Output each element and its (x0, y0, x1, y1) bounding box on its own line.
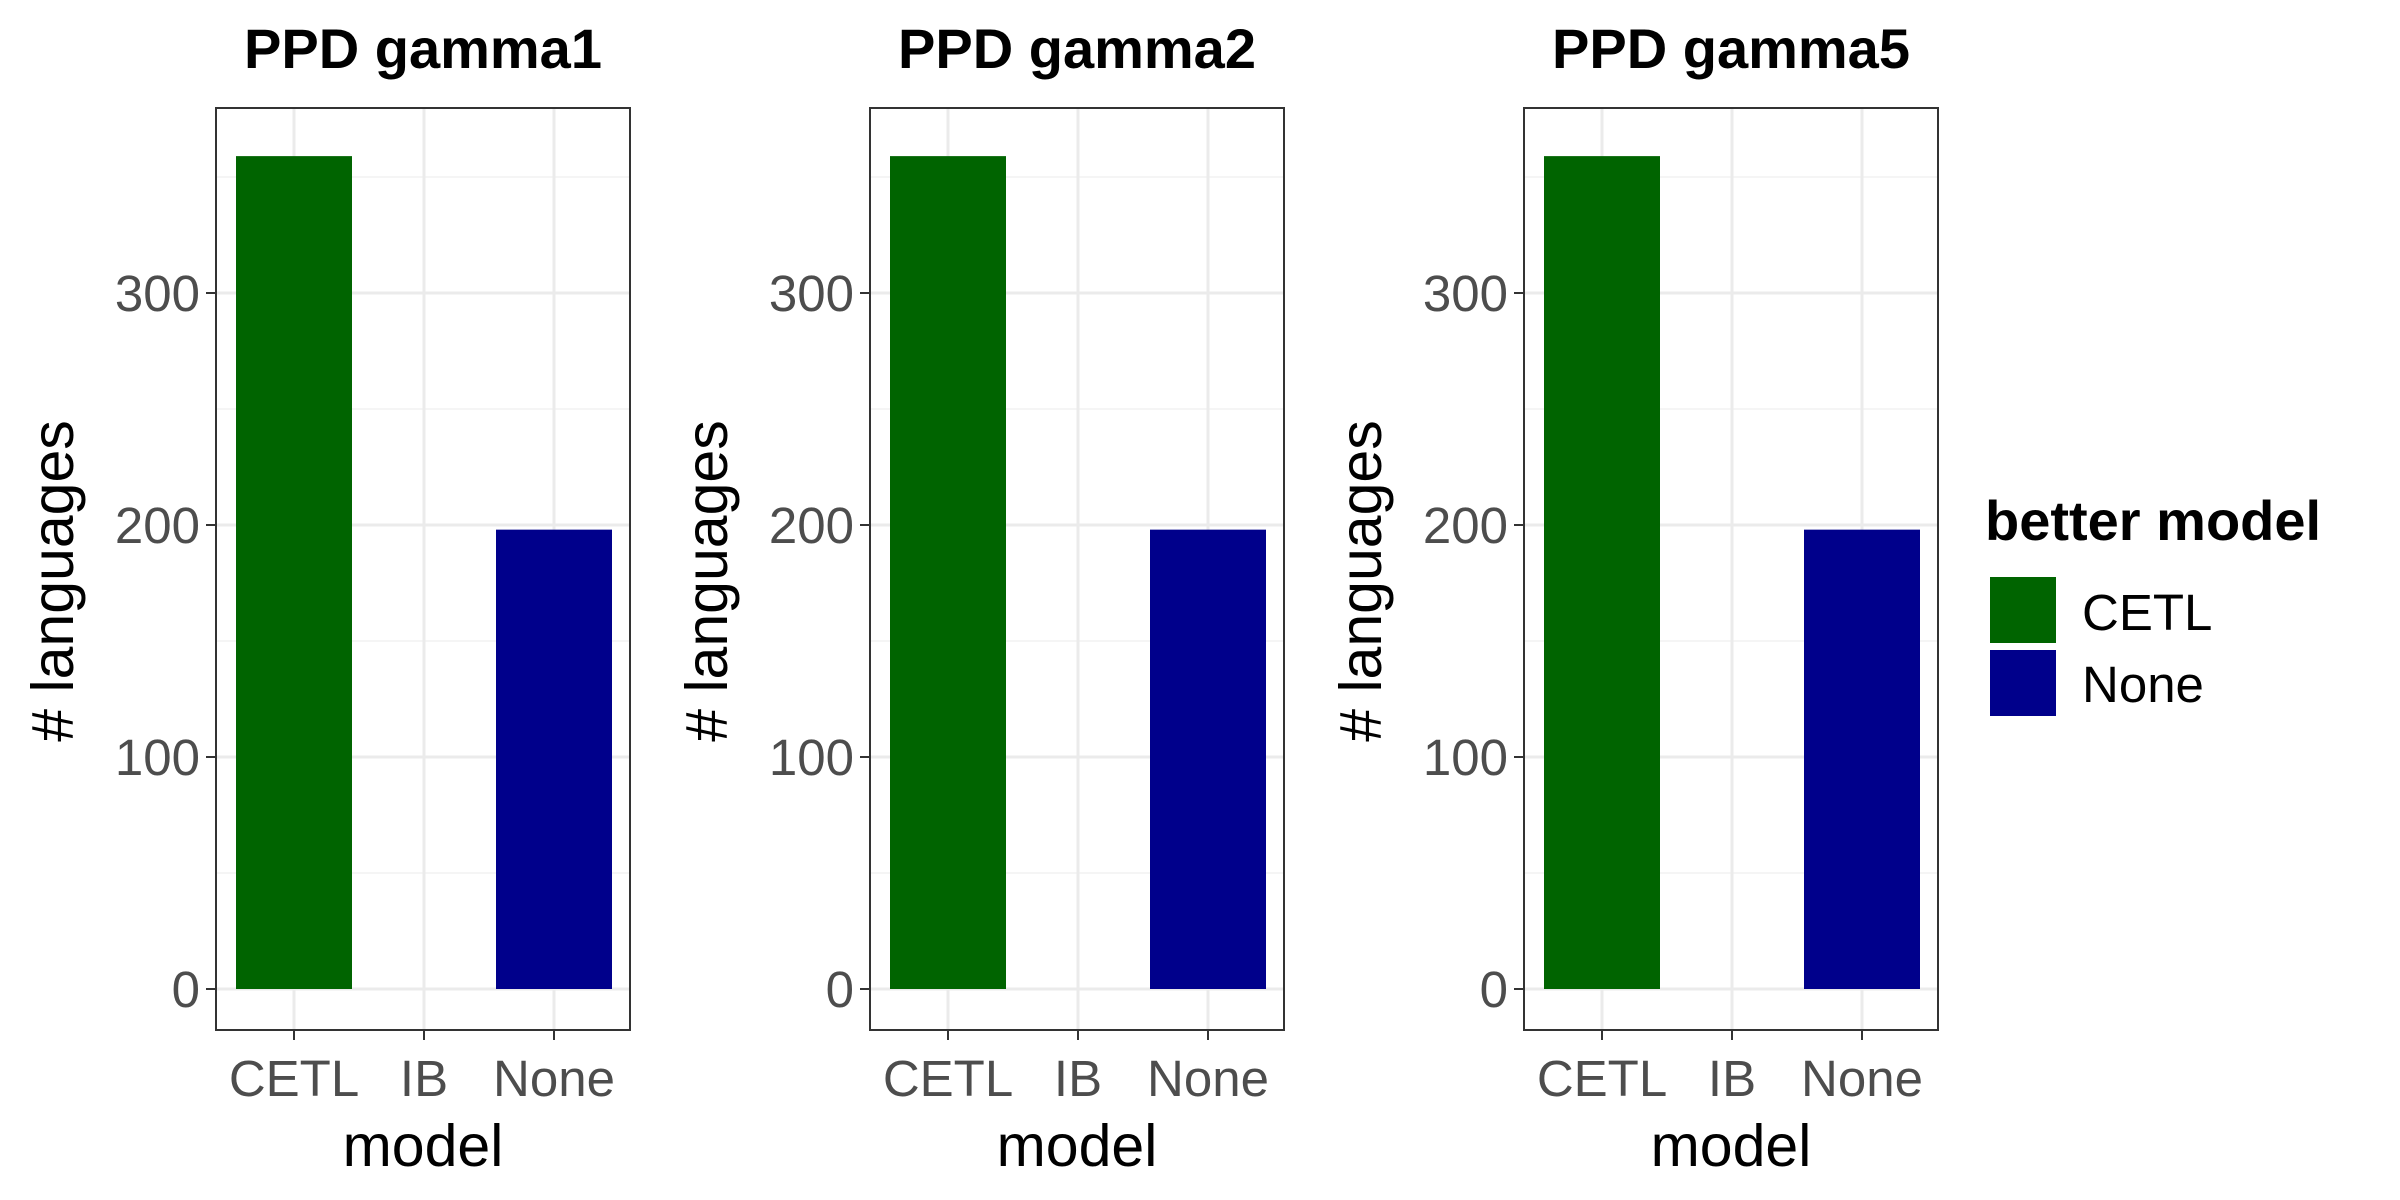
y-tick-label: 0 (172, 961, 200, 1018)
x-tick-label-none: None (1801, 1050, 1923, 1107)
chart-panel-3: 0 100 200 300 CETL IB None PPD gamma5 model # lan… (1328, 17, 1939, 1179)
y-tick-label: 200 (1423, 497, 1508, 554)
y-tick-label: 300 (769, 265, 854, 322)
legend-label-cetl: CETL (2082, 584, 2212, 641)
x-tick-label-none: None (1147, 1050, 1269, 1107)
chart-panel-1: 0 100 200 300 CETL IB None PPD gamma1 model # lan… (20, 17, 631, 1179)
y-axis-title: # languages (20, 420, 86, 742)
legend-swatch-none (1990, 650, 2056, 716)
y-tick-label: 200 (115, 497, 200, 554)
legend-swatch-cetl (1990, 577, 2056, 643)
y-tick-label: 200 (769, 497, 854, 554)
x-tick-label-cetl: CETL (1537, 1050, 1667, 1107)
x-axis-title: model (1651, 1113, 1812, 1179)
chart-panels: 0 100 200 300 CETL IB None PPD gamma1 model # lan… (20, 17, 1939, 1179)
panel-title: PPD gamma1 (244, 17, 602, 80)
bar-none (496, 529, 612, 989)
y-tick-label: 100 (115, 729, 200, 786)
bar-cetl (1544, 156, 1660, 989)
x-tick-label-ib: IB (1054, 1050, 1102, 1107)
x-tick-label-cetl: CETL (883, 1050, 1013, 1107)
x-axis-title: model (997, 1113, 1158, 1179)
y-tick-label: 100 (769, 729, 854, 786)
chart-panel-2: 0 100 200 300 CETL IB None PPD gamma2 model # lan… (674, 17, 1285, 1179)
legend-label-none: None (2082, 656, 2204, 713)
legend: better model CETL None (1985, 489, 2321, 716)
x-tick-label-cetl: CETL (229, 1050, 359, 1107)
y-tick-label: 0 (1480, 961, 1508, 1018)
x-tick-label-ib: IB (400, 1050, 448, 1107)
y-tick-label: 300 (115, 265, 200, 322)
bar-none (1804, 529, 1920, 989)
legend-title: better model (1985, 489, 2321, 552)
panel-title: PPD gamma2 (898, 17, 1256, 80)
y-axis-title: # languages (1328, 420, 1394, 742)
y-axis-title: # languages (674, 420, 740, 742)
y-tick-label: 100 (1423, 729, 1508, 786)
bar-cetl (236, 156, 352, 989)
x-tick-label-ib: IB (1708, 1050, 1756, 1107)
y-tick-label: 0 (826, 961, 854, 1018)
x-tick-label-none: None (493, 1050, 615, 1107)
bar-cetl (890, 156, 1006, 989)
bar-none (1150, 529, 1266, 989)
x-axis-title: model (343, 1113, 504, 1179)
y-tick-label: 300 (1423, 265, 1508, 322)
panel-title: PPD gamma5 (1552, 17, 1910, 80)
